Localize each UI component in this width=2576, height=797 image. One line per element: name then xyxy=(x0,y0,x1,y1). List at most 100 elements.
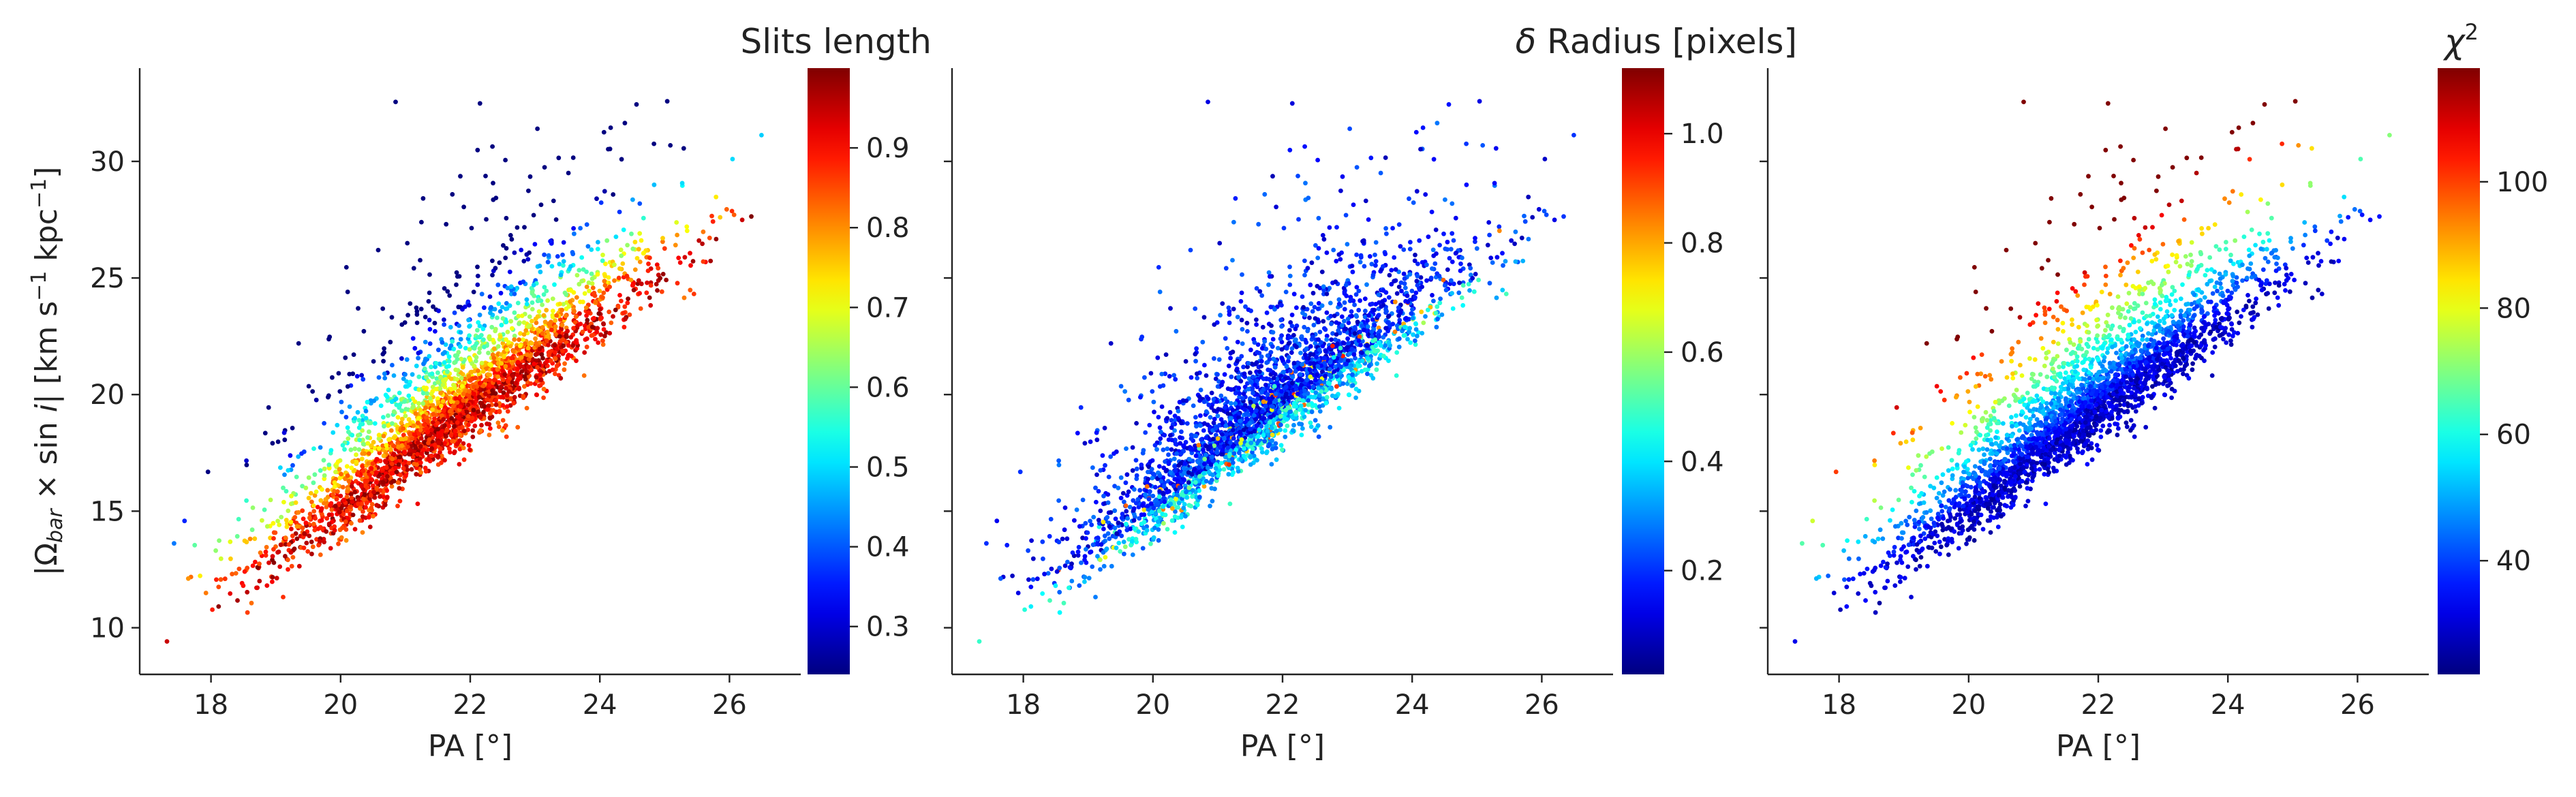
data-point xyxy=(1536,206,1542,212)
data-point xyxy=(1383,225,1388,231)
data-point xyxy=(395,480,401,485)
data-point xyxy=(1435,316,1440,322)
data-point xyxy=(345,290,350,294)
data-point xyxy=(1339,314,1345,319)
data-point xyxy=(596,311,602,316)
data-point xyxy=(547,350,552,356)
data-point xyxy=(465,403,471,407)
data-point xyxy=(1370,272,1376,278)
data-point xyxy=(447,446,452,452)
data-point xyxy=(1445,267,1450,272)
data-point xyxy=(535,365,540,370)
data-point xyxy=(631,287,637,293)
data-point xyxy=(414,312,420,317)
data-point xyxy=(1220,301,1225,306)
data-point xyxy=(205,469,211,475)
data-point xyxy=(1319,269,1325,275)
data-point xyxy=(360,413,365,418)
data-point xyxy=(541,386,547,392)
data-point xyxy=(448,376,454,381)
data-point xyxy=(1307,367,1313,372)
data-point xyxy=(381,415,386,420)
data-point xyxy=(487,362,492,367)
data-point xyxy=(984,541,989,546)
data-point xyxy=(1430,266,1435,271)
data-point xyxy=(1345,336,1350,341)
data-point xyxy=(460,307,465,312)
data-point xyxy=(515,360,521,365)
data-point xyxy=(1435,121,1440,126)
data-point xyxy=(455,400,460,405)
data-point xyxy=(318,498,324,503)
data-point xyxy=(457,323,461,328)
data-point xyxy=(1373,252,1377,257)
data-point xyxy=(414,458,419,463)
data-point xyxy=(597,288,602,294)
data-point xyxy=(307,533,312,538)
data-point xyxy=(416,350,421,356)
data-point xyxy=(1047,533,1052,539)
data-point xyxy=(1323,401,1329,406)
data-point xyxy=(393,396,399,401)
data-point xyxy=(503,364,508,369)
data-point xyxy=(262,507,267,512)
data-point xyxy=(356,418,362,423)
data-point xyxy=(418,444,423,449)
data-point xyxy=(389,399,395,405)
data-point xyxy=(393,99,398,105)
data-point xyxy=(724,206,729,212)
data-point xyxy=(381,358,386,364)
data-point xyxy=(1225,345,1230,351)
data-point xyxy=(1209,486,1214,491)
data-point xyxy=(554,313,559,318)
data-point xyxy=(429,364,433,370)
data-point xyxy=(1165,416,1170,421)
data-point xyxy=(1513,259,1518,264)
data-point xyxy=(222,576,228,582)
data-point xyxy=(582,291,587,296)
data-point xyxy=(412,345,418,351)
data-point xyxy=(391,443,397,449)
data-point xyxy=(489,304,493,310)
data-point xyxy=(601,327,607,332)
data-point xyxy=(401,466,406,471)
data-point xyxy=(482,391,488,396)
data-point xyxy=(244,498,249,503)
data-point xyxy=(1212,408,1216,413)
data-point xyxy=(629,231,634,236)
data-point xyxy=(1317,404,1322,409)
data-point xyxy=(681,146,686,151)
data-point xyxy=(216,604,221,609)
data-point xyxy=(1107,524,1112,529)
data-point xyxy=(270,554,275,559)
data-point xyxy=(468,378,473,383)
data-point xyxy=(352,446,358,452)
data-point xyxy=(1118,475,1124,480)
data-point xyxy=(521,258,527,264)
data-point xyxy=(1103,554,1108,560)
scatter-points xyxy=(977,99,1576,644)
data-point xyxy=(994,518,1000,524)
data-point xyxy=(530,319,534,324)
data-point xyxy=(425,391,430,396)
data-point xyxy=(500,428,505,433)
data-point xyxy=(1561,214,1566,219)
data-point xyxy=(1241,364,1246,370)
data-point xyxy=(1443,287,1449,293)
data-point xyxy=(569,354,574,359)
data-point xyxy=(375,247,381,253)
data-point xyxy=(366,514,371,520)
data-point xyxy=(1430,293,1435,298)
data-point xyxy=(419,451,425,456)
data-point xyxy=(477,394,482,400)
data-point xyxy=(490,258,495,264)
data-point xyxy=(382,375,388,381)
data-point xyxy=(467,389,472,394)
data-point xyxy=(1287,147,1293,153)
data-point xyxy=(391,373,397,378)
data-point xyxy=(674,220,679,225)
data-point xyxy=(531,283,536,287)
data-point xyxy=(574,295,579,300)
data-point xyxy=(1240,341,1245,346)
data-point xyxy=(1396,222,1402,227)
